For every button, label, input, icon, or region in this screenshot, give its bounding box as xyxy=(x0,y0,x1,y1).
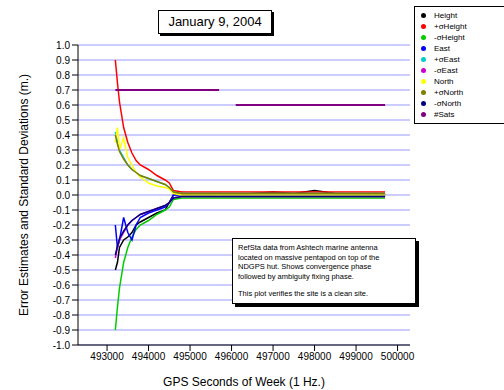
svg-text:Error Estimates and Standard D: Error Estimates and Standard Deviations … xyxy=(17,74,31,316)
html-text:-σEast: -σEast xyxy=(434,66,458,75)
html-text:East: East xyxy=(434,44,450,53)
svg-text:0.8: 0.8 xyxy=(56,70,70,81)
html-text:located on massive pentapod on: located on massive pentapod on top of th… xyxy=(238,252,380,262)
svg-text:497000: 497000 xyxy=(256,351,290,362)
html-text:followed by ambiguity fixing p: followed by ambiguity fixing phase. xyxy=(238,271,354,281)
svg-text:GPS Seconds of Week (1 Hz.): GPS Seconds of Week (1 Hz.) xyxy=(163,375,325,389)
svg-text:-0.2: -0.2 xyxy=(53,220,71,231)
html-text:+σHeight: +σHeight xyxy=(434,22,467,31)
html-text:This plot verifies the site is: This plot verifies the site is a clean s… xyxy=(238,289,369,298)
svg-text:-0.8: -0.8 xyxy=(53,310,71,321)
html-text:-σHeight: -σHeight xyxy=(434,33,465,42)
html-text:NDGPS hut. Shows convergence p: NDGPS hut. Shows convergence phase xyxy=(238,262,372,271)
svg-text:-0.4: -0.4 xyxy=(53,250,71,261)
svg-text:494000: 494000 xyxy=(132,351,166,362)
svg-text:498000: 498000 xyxy=(298,351,332,362)
svg-text:-0.9: -0.9 xyxy=(53,325,71,336)
svg-text:496000: 496000 xyxy=(215,351,249,362)
svg-text:0.2: 0.2 xyxy=(56,160,70,171)
svg-text:1.0: 1.0 xyxy=(56,40,70,51)
html-text:Height: Height xyxy=(434,11,458,20)
html-text:#Sats: #Sats xyxy=(434,110,455,119)
svg-text:0.9: 0.9 xyxy=(56,55,70,66)
svg-text:500000: 500000 xyxy=(381,351,415,362)
svg-text:495000: 495000 xyxy=(173,351,207,362)
svg-text:-1.0: -1.0 xyxy=(53,340,71,351)
svg-text:0.1: 0.1 xyxy=(56,175,70,186)
svg-text:-0.3: -0.3 xyxy=(53,235,71,246)
html-text:January 9, 2004: January 9, 2004 xyxy=(168,14,262,29)
svg-text:-0.1: -0.1 xyxy=(53,205,71,216)
html-text:+σNorth: +σNorth xyxy=(434,88,464,97)
svg-text:0.6: 0.6 xyxy=(56,100,70,111)
svg-text:499000: 499000 xyxy=(339,351,373,362)
html-text:+σEast: +σEast xyxy=(434,55,460,64)
svg-text:-0.6: -0.6 xyxy=(53,280,71,291)
svg-text:0.0: 0.0 xyxy=(56,190,70,201)
svg-text:-0.7: -0.7 xyxy=(53,295,71,306)
svg-text:0.5: 0.5 xyxy=(56,115,70,126)
html-text:RefSta data from Ashtech marin: RefSta data from Ashtech marine antenna xyxy=(238,243,378,252)
svg-text:493000: 493000 xyxy=(90,351,124,362)
svg-text:-0.5: -0.5 xyxy=(53,265,71,276)
svg-text:0.3: 0.3 xyxy=(56,145,70,156)
svg-text:0.7: 0.7 xyxy=(56,85,70,96)
html-text:North: North xyxy=(434,77,454,86)
html-text:-σNorth: -σNorth xyxy=(434,99,462,108)
svg-text:0.4: 0.4 xyxy=(56,130,70,141)
